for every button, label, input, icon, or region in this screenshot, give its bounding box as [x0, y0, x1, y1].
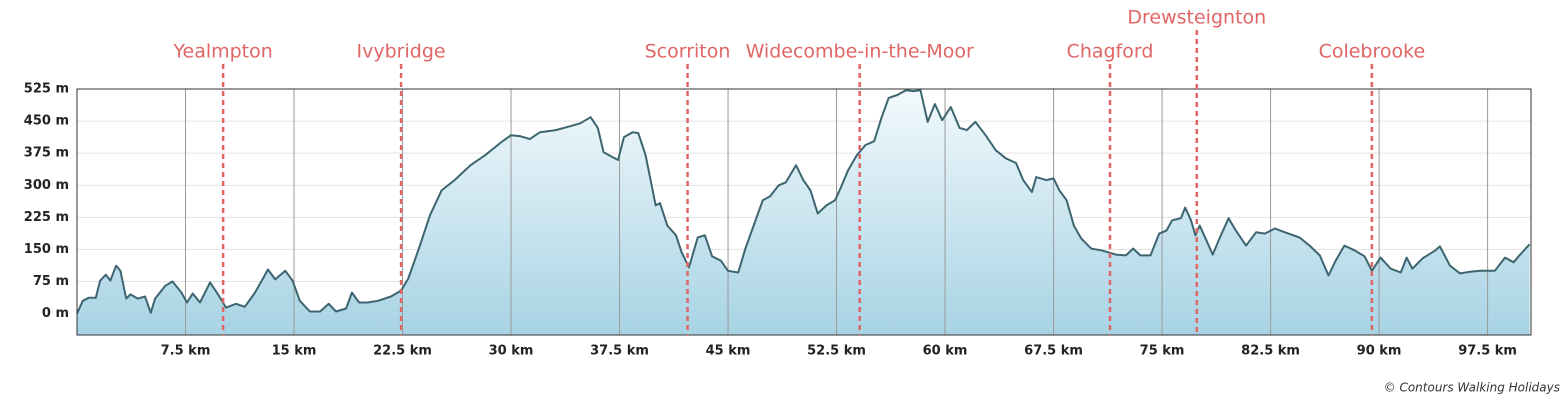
y-tick-label: 150 m [24, 242, 69, 257]
x-tick-label: 90 km [1357, 344, 1402, 359]
plot-border [76, 88, 1532, 336]
x-tick-label: 45 km [706, 344, 751, 359]
marker-label: Ivybridge [357, 41, 446, 63]
x-tick-label: 60 km [923, 344, 968, 359]
marker-label: Chagford [1067, 41, 1154, 63]
y-tick-label: 225 m [24, 210, 69, 225]
x-tick-label: 67.5 km [1024, 344, 1083, 359]
x-tick-label: 75 km [1140, 344, 1185, 359]
elevation-line [76, 89, 1531, 315]
x-tick-label: 22.5 km [373, 344, 432, 359]
y-tick-label: 450 m [24, 114, 69, 129]
y-tick-label: 75 m [33, 274, 69, 289]
marker-label: Colebrooke [1319, 41, 1426, 63]
y-tick-label: 375 m [24, 146, 69, 161]
x-tick-label: 15 km [272, 344, 317, 359]
x-tick-label: 52.5 km [807, 344, 866, 359]
x-tick-label: 37.5 km [590, 344, 649, 359]
marker-label: Drewsteignton [1127, 7, 1266, 29]
x-tick-label: 30 km [489, 344, 534, 359]
y-tick-label: 0 m [42, 306, 69, 321]
x-tick-label: 82.5 km [1241, 344, 1300, 359]
y-tick-label: 300 m [24, 178, 69, 193]
x-tick-label: 7.5 km [161, 344, 211, 359]
credit: © Contours Walking Holidays [1384, 381, 1560, 395]
y-tick-label: 525 m [24, 82, 69, 97]
x-tick-label: 97.5 km [1458, 344, 1517, 359]
marker-label: Scorriton [645, 41, 731, 63]
elevation-area [77, 90, 1530, 335]
marker-label: Widecombe-in-the-Moor [746, 41, 974, 63]
marker-label: Yealmpton [172, 41, 272, 63]
